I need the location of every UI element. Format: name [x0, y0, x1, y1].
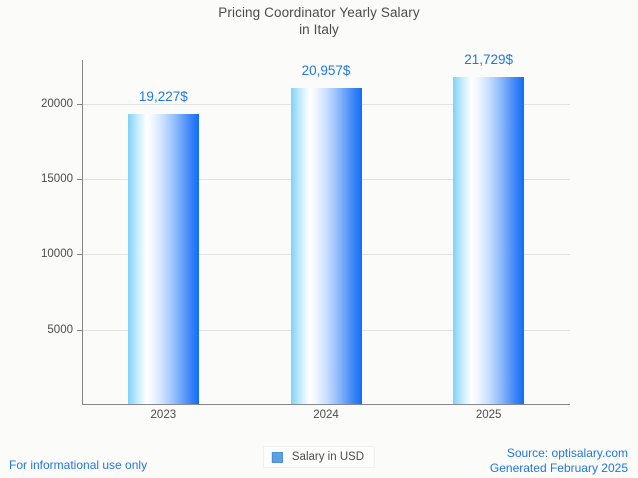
generated-date-text: Generated February 2025 — [489, 461, 628, 475]
bar-value-label-2025: 21,729$ — [464, 51, 514, 67]
square-swatch-icon — [271, 451, 283, 463]
y-axis-tick-label: 5000 — [47, 323, 73, 336]
bar-2025[interactable] — [453, 76, 525, 404]
legend-item-label: Salary in USD — [291, 451, 365, 463]
disclaimer-text: For informational use only — [9, 458, 148, 472]
y-axis-tick-label: 20000 — [41, 97, 73, 110]
chart-legend[interactable]: Salary in USD — [262, 446, 376, 468]
bar-value-label-2023: 19,227$ — [138, 89, 188, 105]
y-axis-tick-mark — [77, 254, 82, 256]
chart-title-line-2: in Italy — [299, 22, 339, 37]
y-axis-tick-label: 15000 — [41, 173, 73, 186]
bar-2024[interactable] — [290, 88, 362, 404]
y-axis-tick-label: 10000 — [41, 248, 73, 261]
source-attribution: Source: optisalary.com Generated Februar… — [490, 446, 628, 476]
y-axis-tick-mark — [77, 329, 82, 331]
y-axis-line — [82, 60, 83, 405]
bar-2023[interactable] — [127, 114, 199, 404]
y-axis-tick-mark — [77, 103, 82, 105]
bar-value-label-2024: 20,957$ — [301, 63, 351, 79]
x-axis-tick-label-2025: 2025 — [475, 409, 502, 421]
x-axis-tick-label-2023: 2023 — [150, 409, 177, 421]
chart-title-line-1: Pricing Coordinator Yearly Salary — [218, 5, 420, 20]
source-text: Source: optisalary.com — [506, 446, 628, 460]
y-axis-tick-mark — [77, 179, 82, 181]
plot-area: 5000 10000 15000 20000 — [41, 60, 570, 405]
chart-title: Pricing Coordinator Yearly Salary in Ita… — [0, 4, 638, 38]
x-axis-line — [82, 404, 570, 405]
x-axis-tick-label-2024: 2024 — [313, 409, 339, 421]
